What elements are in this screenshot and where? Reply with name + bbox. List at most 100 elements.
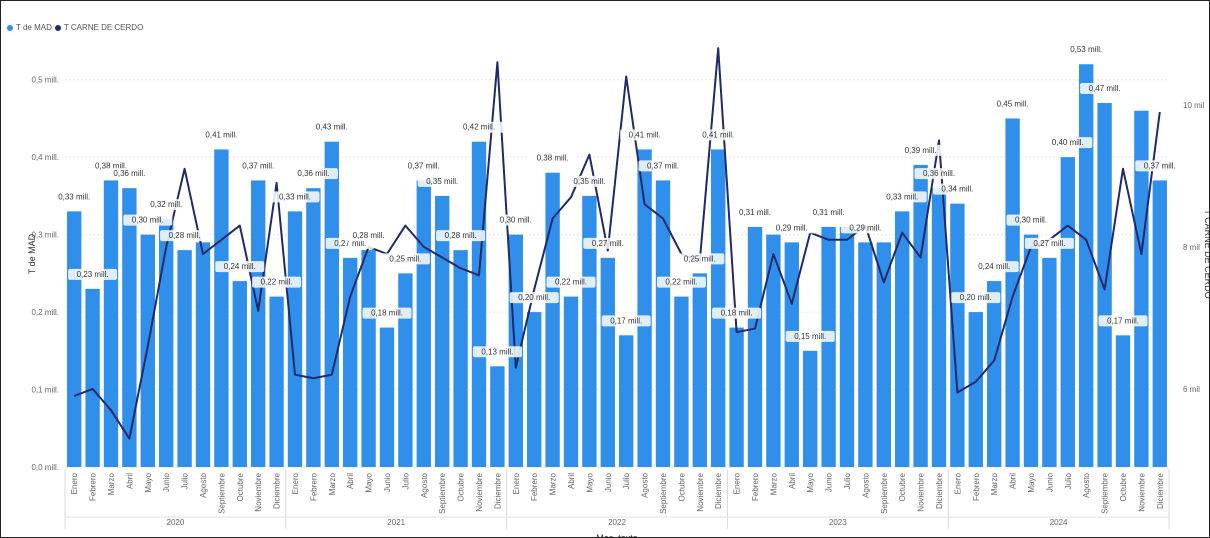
data-label-bg (601, 315, 651, 327)
bar[interactable] (655, 180, 671, 467)
bar[interactable] (379, 327, 395, 467)
bar[interactable] (177, 250, 192, 467)
bar[interactable] (306, 188, 321, 467)
bar[interactable] (803, 350, 818, 467)
bar[interactable] (453, 250, 468, 467)
data-label-bg (104, 168, 154, 180)
bar[interactable] (232, 281, 247, 467)
month-tick-label: Abril (567, 473, 576, 489)
bar[interactable] (287, 211, 303, 467)
bar[interactable] (195, 242, 211, 467)
bar[interactable] (692, 273, 707, 467)
bar[interactable] (159, 219, 174, 467)
bar[interactable] (784, 242, 799, 467)
bar[interactable] (490, 366, 505, 467)
bar[interactable] (876, 242, 891, 467)
data-label-bg (951, 292, 1001, 304)
data-label: 0,31 mill. (739, 208, 771, 217)
bar[interactable] (103, 180, 119, 467)
legend-bar-label[interactable]: T de MAD (16, 23, 52, 32)
bar[interactable] (895, 211, 910, 467)
data-label: 0,13 mill. (481, 347, 513, 356)
bar[interactable] (913, 164, 928, 467)
data-label: 0,32 mill. (150, 200, 182, 209)
bar[interactable] (747, 226, 763, 467)
data-label: 0,30 mill. (500, 216, 532, 225)
bar[interactable] (67, 211, 82, 467)
bar[interactable] (1042, 257, 1057, 467)
month-tick-label: Abril (1009, 473, 1018, 489)
bar[interactable] (398, 273, 413, 467)
month-tick-label: Febrero (972, 472, 981, 501)
data-label: 0,40 mill. (1052, 138, 1084, 147)
data-label: 0,17 mill. (610, 316, 642, 325)
bar[interactable] (950, 203, 965, 467)
data-label: 0,28 mill. (169, 231, 201, 240)
y-left-tick-label: 0,0 mill. (31, 463, 59, 472)
bar[interactable] (214, 149, 229, 467)
bar[interactable] (1023, 234, 1039, 467)
data-label: 0,36 mill. (923, 169, 955, 178)
data-label-bg (932, 183, 982, 195)
month-tick-label: Octubre (677, 472, 686, 501)
month-tick-label: Noviembre (254, 472, 263, 511)
bar[interactable] (527, 312, 542, 467)
data-label-bg (270, 191, 320, 203)
data-label-bg (472, 346, 522, 358)
bar[interactable] (931, 188, 947, 467)
bar[interactable] (729, 327, 744, 467)
bar[interactable] (435, 195, 450, 467)
legend-line-label[interactable]: T CARNE DE CERDO (63, 23, 144, 32)
bar[interactable] (766, 234, 781, 467)
month-tick-label: Marzo (549, 472, 558, 495)
bar[interactable] (1005, 118, 1020, 468)
bar[interactable] (674, 296, 689, 467)
month-tick-label: Mayo (365, 472, 374, 492)
bar[interactable] (1115, 335, 1131, 467)
bar[interactable] (619, 335, 634, 467)
bar[interactable] (563, 296, 579, 467)
bar[interactable] (839, 226, 855, 467)
data-label-bg (380, 253, 430, 265)
month-tick-label: Julio (181, 472, 190, 489)
bar[interactable] (269, 296, 284, 467)
bar[interactable] (1060, 157, 1075, 467)
month-tick-label: Junio (604, 472, 613, 492)
bar[interactable] (987, 281, 1002, 467)
bar[interactable] (361, 250, 376, 467)
month-tick-label: Marzo (990, 472, 999, 495)
bar[interactable] (858, 242, 873, 467)
bar[interactable] (637, 149, 652, 467)
data-label-bg (1043, 137, 1093, 149)
month-tick-label: Mayo (1027, 472, 1036, 492)
bar[interactable] (545, 172, 560, 467)
bar[interactable] (821, 226, 836, 467)
bar[interactable] (416, 180, 431, 467)
data-label-bg (1006, 214, 1056, 226)
month-tick-label: Octubre (457, 472, 466, 501)
bar[interactable] (85, 288, 100, 467)
month-tick-label: Diciembre (493, 472, 502, 509)
x-axis-title: Mes_texto (596, 533, 638, 537)
month-tick-label: Julio (622, 472, 631, 489)
bar[interactable] (1134, 110, 1149, 467)
data-label-bg (1080, 82, 1130, 94)
bar[interactable] (251, 180, 266, 467)
month-tick-label: Julio (401, 472, 410, 489)
data-label: 0,43 mill. (316, 123, 348, 132)
bar[interactable] (343, 257, 358, 467)
data-label-bg (840, 222, 890, 234)
data-label: 0,45 mill. (997, 99, 1029, 108)
bar[interactable] (582, 195, 597, 467)
bar[interactable] (600, 257, 615, 467)
data-label-bg (417, 175, 467, 187)
bar[interactable] (1152, 180, 1167, 467)
bar[interactable] (122, 188, 137, 467)
bar[interactable] (324, 141, 339, 467)
month-tick-label: Enero (70, 472, 79, 494)
bar[interactable] (471, 141, 487, 467)
data-label: 0,31 mill. (813, 208, 845, 217)
data-label: 0,38 mill. (537, 154, 569, 163)
bar[interactable] (1079, 64, 1094, 467)
bar[interactable] (968, 312, 983, 467)
